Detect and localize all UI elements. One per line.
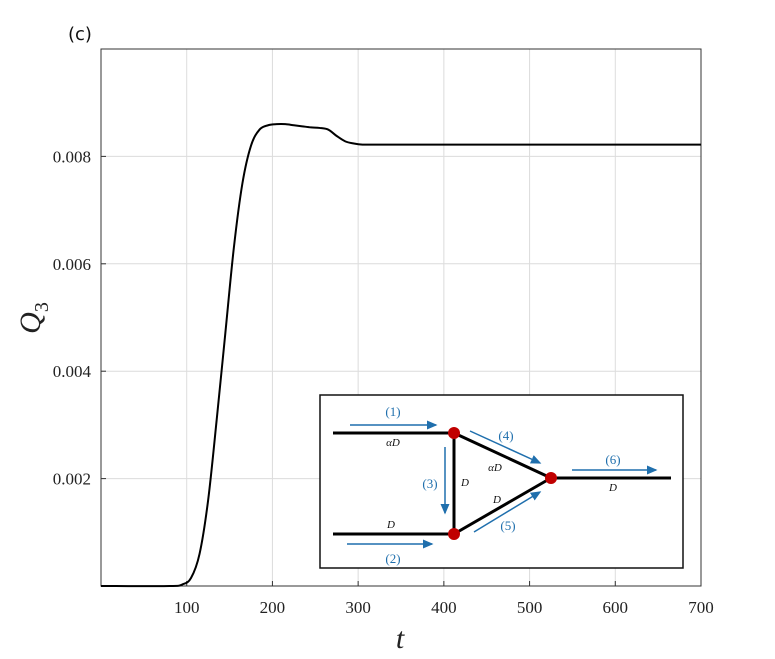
x-axis-label: t bbox=[396, 622, 405, 655]
x-tick-label: 200 bbox=[260, 598, 286, 617]
diameter-label-5: D bbox=[492, 494, 501, 506]
y-axis-label-sub: 3 bbox=[31, 302, 53, 312]
y-tick-label: 0.004 bbox=[53, 362, 92, 381]
y-tick-label: 0.002 bbox=[53, 470, 91, 489]
y-axis-label-main: Q bbox=[14, 312, 47, 334]
arrow-5 bbox=[473, 491, 542, 533]
x-tick-label: 100 bbox=[174, 598, 200, 617]
pipe-label-5: (5) bbox=[500, 518, 515, 533]
y-tick-labels: 0.002 0.004 0.006 0.008 bbox=[53, 147, 92, 488]
inset-frame bbox=[319, 394, 684, 569]
x-tick-label: 600 bbox=[603, 598, 629, 617]
arrow-4 bbox=[469, 430, 542, 464]
diameter-label-3: D bbox=[460, 477, 469, 489]
junction-node-bottom bbox=[448, 528, 460, 540]
svg-text:Q3: Q3 bbox=[14, 302, 53, 334]
pipe-label-6: (6) bbox=[605, 452, 620, 467]
panel-label: (c) bbox=[68, 24, 92, 45]
diameter-label-2: D bbox=[386, 519, 395, 531]
pipe-label-2: (2) bbox=[385, 551, 400, 566]
y-tick-label: 0.008 bbox=[53, 147, 91, 166]
diameter-label-1: αD bbox=[386, 437, 400, 449]
diameter-label-6: D bbox=[608, 482, 617, 494]
series-line bbox=[100, 123, 701, 588]
y-tick-label: 0.006 bbox=[53, 255, 91, 274]
pipe-4 bbox=[453, 431, 552, 480]
x-tick-label: 400 bbox=[431, 598, 457, 617]
diameter-label-4: αD bbox=[488, 462, 502, 474]
junction-node-top bbox=[448, 427, 460, 439]
pipe-label-1: (1) bbox=[385, 404, 400, 419]
junction-node-right bbox=[545, 472, 557, 484]
pipe-label-4: (4) bbox=[498, 428, 513, 443]
x-tick-label: 700 bbox=[688, 598, 714, 617]
pipe-5 bbox=[453, 476, 552, 536]
y-axis-label: Q3 bbox=[14, 302, 53, 334]
x-tick-label: 300 bbox=[345, 598, 371, 617]
plot-frame bbox=[100, 48, 702, 587]
pipe-label-3: (3) bbox=[422, 476, 437, 491]
x-tick-labels: 100 200 300 400 500 600 700 bbox=[174, 598, 714, 617]
inset-diagram: (1) (2) (3) (4) (5) (6) αD D D αD D D bbox=[319, 394, 684, 569]
x-tick-label: 500 bbox=[517, 598, 543, 617]
